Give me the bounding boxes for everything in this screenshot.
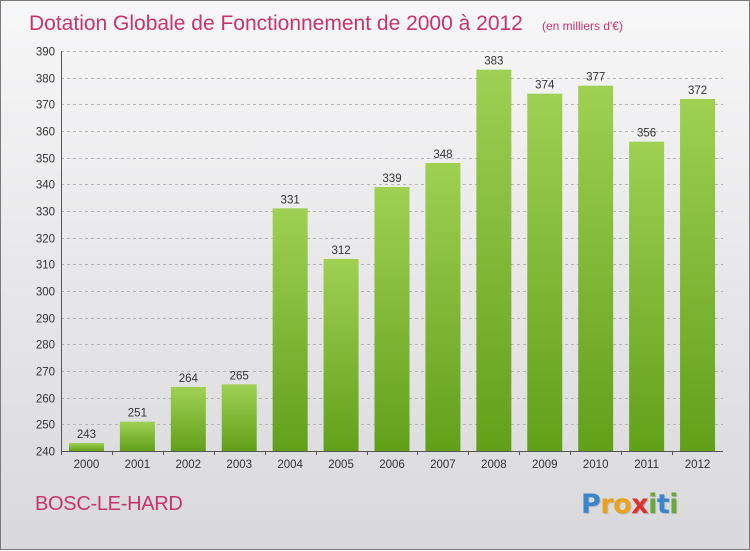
x-tick-label: 2009 xyxy=(532,459,558,471)
logo-letter: o xyxy=(613,489,632,520)
logo-letter: r xyxy=(600,489,614,520)
bar-2005 xyxy=(323,259,359,451)
bar-2001 xyxy=(119,421,155,451)
value-label: 243 xyxy=(77,429,96,441)
x-tick-label: 2008 xyxy=(481,459,507,471)
y-tick-label: 320 xyxy=(36,234,55,246)
y-tick-label: 340 xyxy=(36,180,55,192)
bars xyxy=(68,69,716,452)
value-label: 377 xyxy=(586,72,605,84)
logo-letter: i xyxy=(648,489,657,520)
value-labels: 243 251 264 265 331 312 339 348 383 374 377 356 372 xyxy=(77,56,707,441)
y-tick-label: 290 xyxy=(36,314,55,326)
y-tick-label: 260 xyxy=(36,394,55,406)
value-label: 383 xyxy=(484,56,503,68)
bar-2004 xyxy=(272,208,308,451)
x-tick-label: 2010 xyxy=(583,459,609,471)
chart-unit: (en milliers d'€) xyxy=(542,19,623,33)
logo-letter: i xyxy=(669,489,679,520)
x-tick-label: 2012 xyxy=(685,459,711,471)
value-label: 331 xyxy=(281,194,300,206)
logo-letter: x xyxy=(631,489,649,520)
bar-2011 xyxy=(629,141,665,451)
value-label: 348 xyxy=(433,149,452,161)
y-tick-label: 390 xyxy=(36,47,55,59)
logo-letter: t xyxy=(656,489,670,520)
bar-2010 xyxy=(578,85,614,452)
x-tick-label: 2004 xyxy=(277,459,303,471)
value-label: 265 xyxy=(230,370,249,382)
commune-name: BOSC-LE-HARD xyxy=(35,493,183,515)
chart-title: Dotation Globale de Fonctionnement de 20… xyxy=(29,12,523,35)
bar-2012 xyxy=(680,99,716,451)
x-tick-label: 2000 xyxy=(74,459,100,471)
y-tick-label: 310 xyxy=(36,260,55,272)
x-tick-label: 2002 xyxy=(176,459,202,471)
x-tick-label: 2003 xyxy=(226,459,252,471)
value-label: 374 xyxy=(535,80,555,92)
logo-letter: P xyxy=(581,489,601,520)
y-tick-label: 280 xyxy=(36,340,55,352)
value-label: 372 xyxy=(688,85,707,97)
value-label: 312 xyxy=(331,245,350,257)
y-tick-label: 350 xyxy=(36,154,55,166)
y-tick-label: 240 xyxy=(36,447,55,459)
x-tick-label: 2011 xyxy=(634,459,659,471)
value-label: 339 xyxy=(382,173,401,185)
x-tick-label: 2007 xyxy=(430,459,456,471)
y-tick-label: 370 xyxy=(36,100,55,112)
bar-2003 xyxy=(221,384,257,451)
y-tick-label: 380 xyxy=(36,74,55,86)
value-label: 251 xyxy=(128,408,147,420)
value-label: 264 xyxy=(179,373,199,385)
value-label: 356 xyxy=(637,128,656,140)
bar-2007 xyxy=(425,163,461,451)
bar-2009 xyxy=(527,93,563,452)
x-tick-label: 2006 xyxy=(379,459,405,471)
x-tick-label: 2001 xyxy=(125,459,151,471)
proxiti-logo: Proxiti xyxy=(581,489,679,520)
bar-2002 xyxy=(170,387,206,451)
x-tick-label: 2005 xyxy=(328,459,354,471)
y-tick-label: 270 xyxy=(36,367,55,379)
bar-2008 xyxy=(476,69,512,452)
y-tick-label: 300 xyxy=(36,287,55,299)
bar-2000 xyxy=(68,443,104,451)
bar-2006 xyxy=(374,187,410,451)
y-tick-label: 360 xyxy=(36,127,55,139)
y-tick-label: 330 xyxy=(36,207,55,219)
y-tick-label: 250 xyxy=(36,420,55,432)
axes: 240 250 260 270 280 290 300 310 320 330 340 350 360 3… xyxy=(36,47,723,471)
